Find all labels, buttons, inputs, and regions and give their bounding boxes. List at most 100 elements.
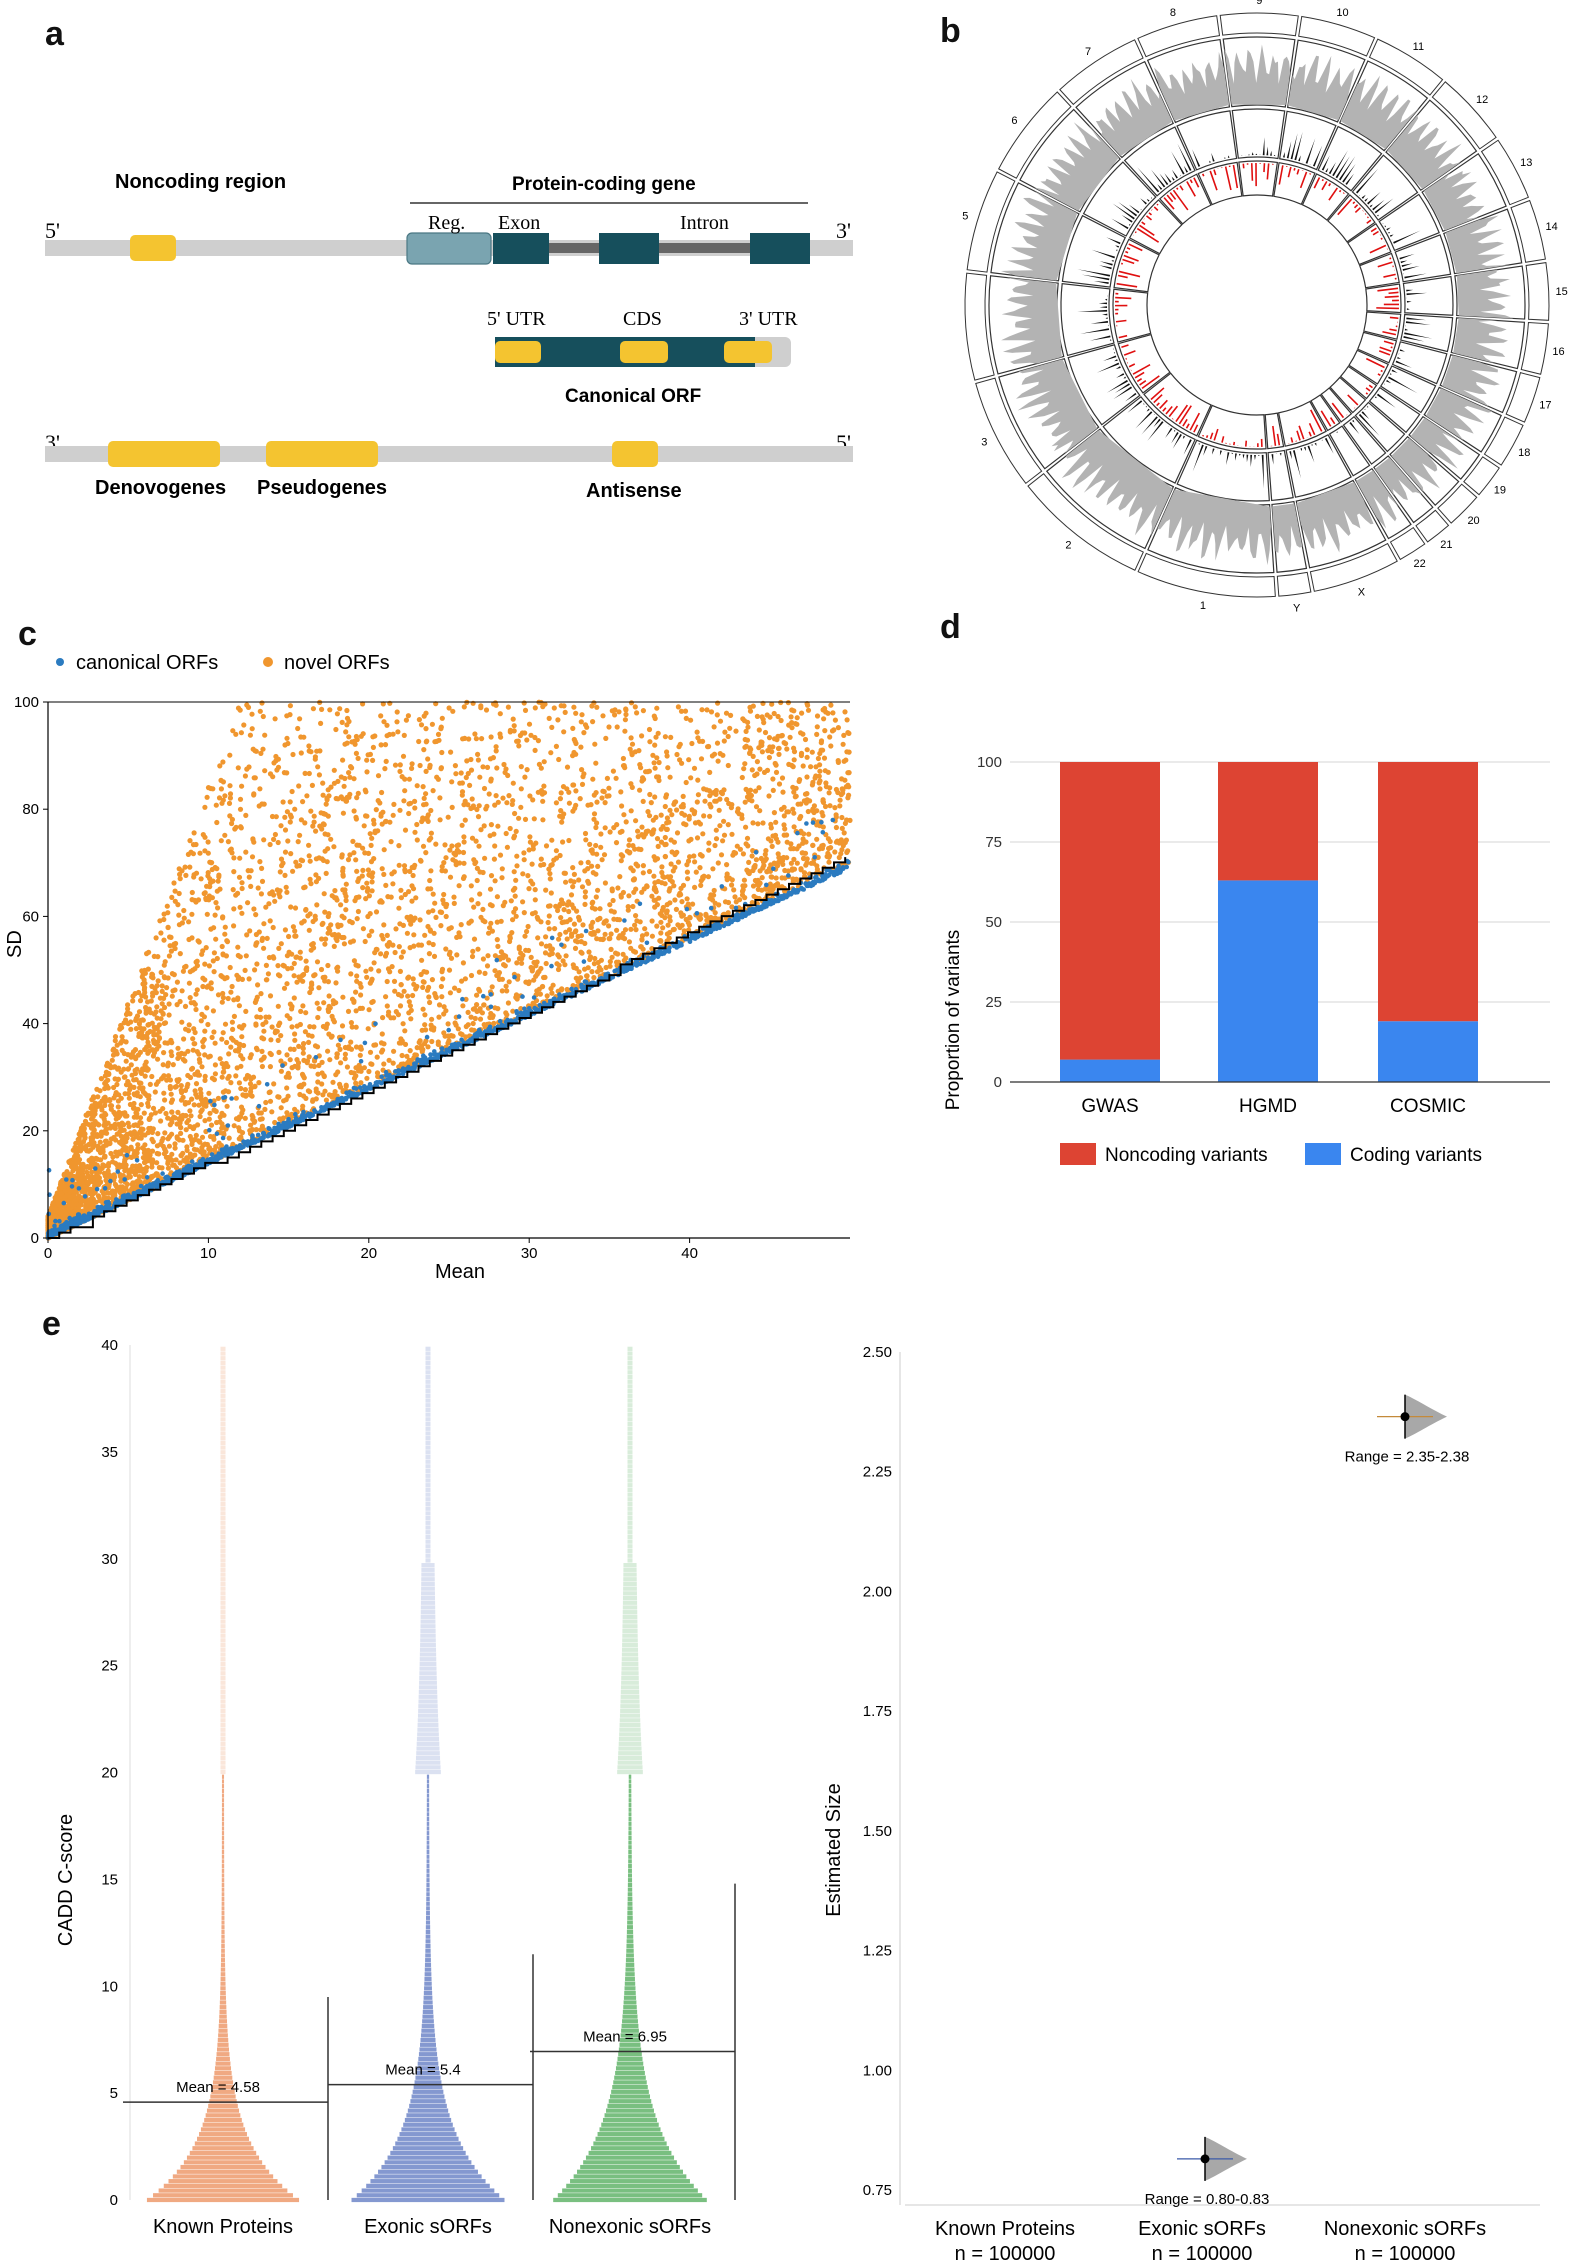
novel-orf-point — [301, 918, 307, 924]
novel-orf-point — [343, 881, 349, 887]
novel-orf-point — [249, 854, 256, 860]
novel-orf-point — [182, 1058, 188, 1064]
novel-orf-point — [106, 1161, 112, 1167]
novel-orf-point — [802, 850, 809, 856]
novel-orf-point — [484, 995, 490, 1001]
novel-orf-point — [278, 1105, 284, 1111]
novel-orf-point — [291, 1046, 297, 1052]
novel-orf-point — [527, 834, 533, 840]
novel-orf-point — [775, 851, 781, 857]
novel-orf-point — [287, 1057, 293, 1063]
novel-orf-point — [458, 922, 464, 928]
novel-orf-point — [115, 1066, 121, 1072]
novel-orf-point — [828, 702, 834, 708]
novel-orf-point — [576, 917, 583, 923]
novel-orf-point — [359, 1005, 365, 1011]
novel-orf-point — [678, 708, 685, 714]
novel-orf-point — [791, 789, 797, 795]
novel-orf-point — [675, 704, 682, 710]
novel-orf-point — [262, 768, 268, 774]
novel-orf-point — [306, 743, 312, 749]
novel-orf-point — [412, 829, 418, 835]
novel-orf-point — [721, 832, 728, 838]
novel-orf-point — [168, 1091, 174, 1097]
circos-ideogram-22 — [1389, 526, 1426, 561]
novel-orf-point — [606, 923, 612, 929]
novel-orf-point — [397, 762, 403, 768]
novel-orf-point — [418, 942, 425, 948]
novel-orf-point — [274, 1028, 280, 1034]
novel-orf-point — [234, 972, 240, 978]
novel-orf-point — [399, 1052, 405, 1059]
novel-orf-point — [172, 888, 178, 894]
novel-orf-point — [153, 990, 159, 996]
novel-orf-point — [836, 840, 842, 846]
novel-orf-point — [462, 976, 468, 982]
novel-orf-point — [635, 863, 641, 869]
novel-orf-point — [680, 793, 686, 799]
novel-orf-point — [135, 1122, 141, 1129]
novel-orf-point — [602, 800, 608, 806]
novel-orf-point — [334, 1054, 340, 1060]
novel-orf-point — [150, 1158, 156, 1164]
novel-orf-point — [302, 770, 308, 776]
circos-ideogram-3 — [975, 377, 1043, 485]
novel-orf-point — [489, 1014, 496, 1020]
novel-orf-point — [632, 704, 638, 710]
novel-orf-point — [521, 700, 527, 706]
circos-peaks-black-Y — [1271, 452, 1282, 465]
novel-orf-point — [233, 731, 239, 737]
novel-orf-point — [804, 791, 810, 797]
novel-orf-point — [484, 963, 491, 969]
novel-orf-point — [93, 1199, 99, 1205]
novel-orf-point — [213, 936, 219, 942]
novel-orf-point — [594, 799, 600, 805]
novel-orf-point — [808, 764, 814, 770]
novel-orf-point — [119, 1034, 125, 1040]
novel-orf-point — [664, 815, 671, 821]
circos-density-21 — [1375, 457, 1422, 501]
novel-orf-point — [793, 876, 799, 882]
novel-orf-point — [541, 783, 547, 789]
novel-orf-point — [170, 1162, 176, 1168]
novel-orf-point — [245, 868, 251, 874]
novel-orf-point — [358, 992, 364, 998]
novel-orf-point — [161, 1050, 167, 1056]
novel-orf-point — [96, 1166, 102, 1172]
novel-orf-point — [323, 1025, 329, 1031]
novel-orf-point — [198, 1093, 204, 1099]
novel-orf-point — [149, 1073, 155, 1080]
novel-orf-point — [165, 1063, 171, 1069]
novel-orf-point — [694, 799, 700, 805]
novel-orf-point — [429, 1038, 435, 1045]
novel-orf-point — [385, 966, 392, 972]
novel-orf-point — [595, 863, 601, 869]
novel-orf-point — [274, 767, 280, 773]
novel-orf-point — [258, 891, 264, 897]
novel-orf-point — [658, 812, 664, 818]
novel-orf-point — [831, 727, 837, 733]
novel-orf-point — [112, 1038, 118, 1044]
novel-orf-point — [412, 805, 418, 811]
novel-orf-point — [653, 889, 659, 895]
novel-orf-point — [319, 1059, 325, 1065]
legend-novel-marker — [263, 657, 273, 667]
circos-density-2 — [1061, 430, 1173, 536]
novel-orf-point — [220, 915, 226, 921]
novel-orf-point — [353, 1073, 359, 1079]
novel-orf-point — [176, 1054, 182, 1060]
circos-density-Y — [1272, 503, 1303, 556]
novel-orf-point — [446, 705, 452, 711]
novel-orf-point — [422, 932, 428, 938]
novel-orf-point — [289, 788, 295, 795]
novel-orf-point — [217, 763, 223, 769]
five-prime-label: 5' — [45, 218, 60, 243]
novel-orf-point — [611, 909, 617, 915]
novel-orf-point — [354, 842, 360, 848]
novel-orf-point — [301, 734, 307, 740]
novel-orf-point — [674, 830, 681, 836]
novel-orf-point — [391, 1048, 397, 1054]
novel-orf-point — [406, 776, 412, 782]
novel-orf-point — [196, 1056, 202, 1063]
novel-orf-point — [239, 976, 245, 982]
